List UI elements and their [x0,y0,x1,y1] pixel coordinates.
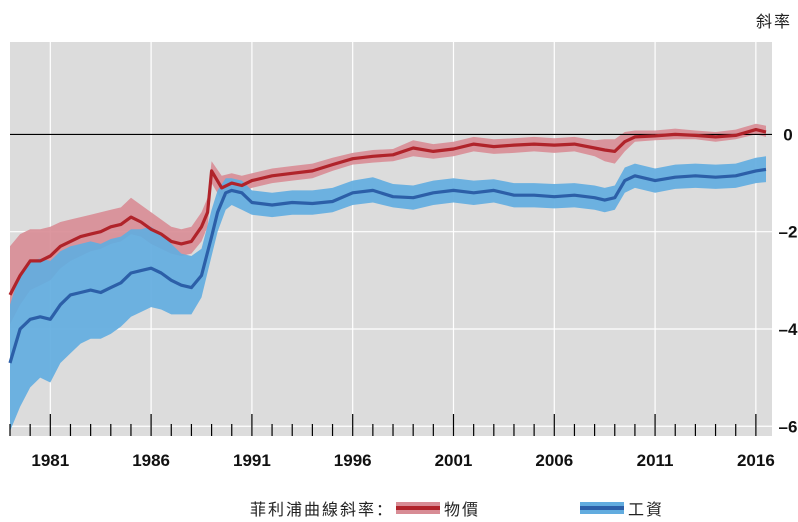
band-price [10,123,766,325]
x-tick-label: 1986 [132,451,170,470]
y-tick-label: –4 [779,320,798,339]
legend-title: 菲利浦曲線斜率： [250,500,395,519]
y-axis: 0 –2 –4 –6 [779,125,798,436]
y-unit-label: 斜率 [755,12,792,31]
x-tick-label: 1996 [334,451,372,470]
legend: 菲利浦曲線斜率： 物價 工資 [250,496,664,520]
legend-label-wage: 工資 [628,500,665,519]
x-tick-label: 2011 [637,451,674,470]
series-line-wage [8,167,767,364]
legend-swatch-wage [580,502,625,514]
x-tick-label: 2006 [535,451,573,470]
band-wage [10,156,766,432]
x-tick-label: 1991 [233,451,271,470]
legend-swatch-price [396,502,441,514]
legend-item-price: 物價 [396,496,480,520]
x-tick-label: 2016 [737,451,775,470]
series-line-price [8,128,767,296]
series-lines [8,128,767,364]
x-tick-label: 2001 [435,451,473,470]
y-tick-label: –6 [779,417,798,436]
confidence-bands [10,123,766,432]
legend-item-wage: 工資 [580,496,664,520]
x-axis: 1981 1986 1991 1996 2001 2006 2011 2016 [9,414,775,470]
legend-label-price: 物價 [444,500,481,519]
x-tick-label: 1981 [31,451,69,470]
y-tick-label: –2 [779,223,798,242]
y-tick-label: 0 [783,125,792,144]
